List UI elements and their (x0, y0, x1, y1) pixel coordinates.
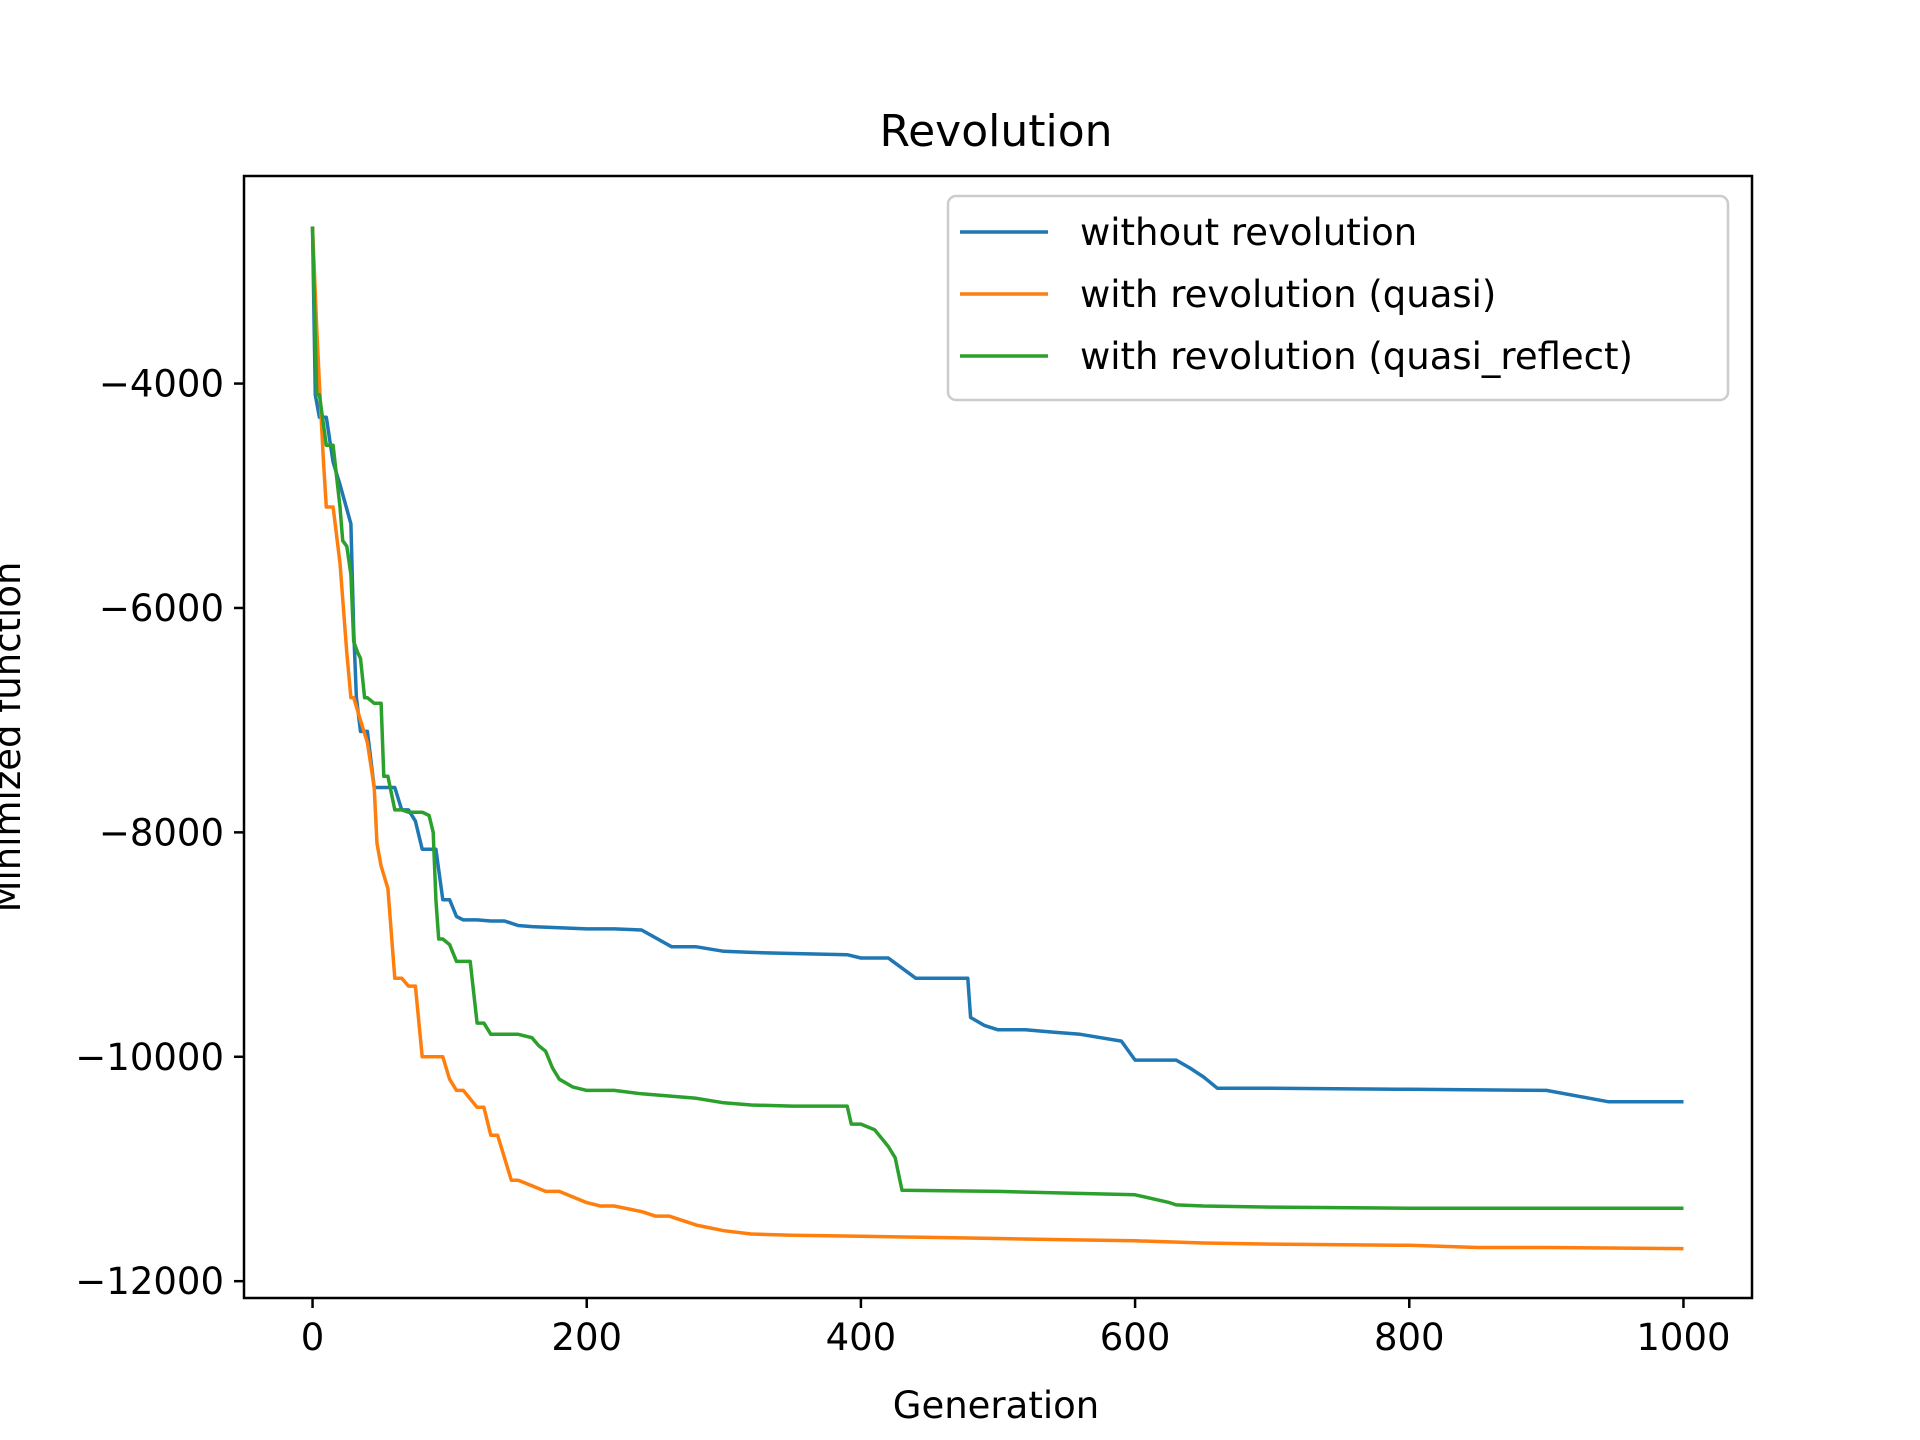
x-tick-label: 1000 (1636, 1316, 1730, 1359)
y-tick-label: −6000 (99, 587, 224, 630)
chart-title: Revolution (879, 106, 1112, 157)
legend-entry: without revolution (1080, 211, 1417, 254)
series-line-2 (310, 226, 1684, 1251)
y-tick-label: −10000 (75, 1036, 224, 1079)
x-axis: 0 200 400 600 800 1000 (301, 1298, 1731, 1359)
legend-entry: with revolution (quasi) (1080, 273, 1496, 316)
x-tick-label: 200 (551, 1316, 622, 1359)
x-axis-label: Generation (893, 1384, 1099, 1427)
x-tick-label: 800 (1374, 1316, 1445, 1359)
series-line-1 (310, 226, 1684, 1104)
series-line-3 (310, 226, 1684, 1210)
x-tick-label: 600 (1100, 1316, 1171, 1359)
y-axis-label: Minimized function (0, 562, 29, 913)
legend-entry: with revolution (quasi_reflect) (1080, 335, 1633, 378)
series-layer (310, 226, 1684, 1251)
legend: without revolution with revolution (quasi… (946, 194, 1730, 402)
plot-frame (242, 174, 1754, 1300)
y-tick-label: −4000 (99, 363, 224, 406)
y-tick-label: −8000 (99, 811, 224, 854)
x-tick-label: 0 (301, 1316, 325, 1359)
y-tick-label: −12000 (75, 1260, 224, 1303)
x-tick-label: 400 (826, 1316, 897, 1359)
legend-box (946, 194, 1730, 402)
y-axis: −4000 −6000 −8000 −10000 −12000 (75, 363, 244, 1303)
